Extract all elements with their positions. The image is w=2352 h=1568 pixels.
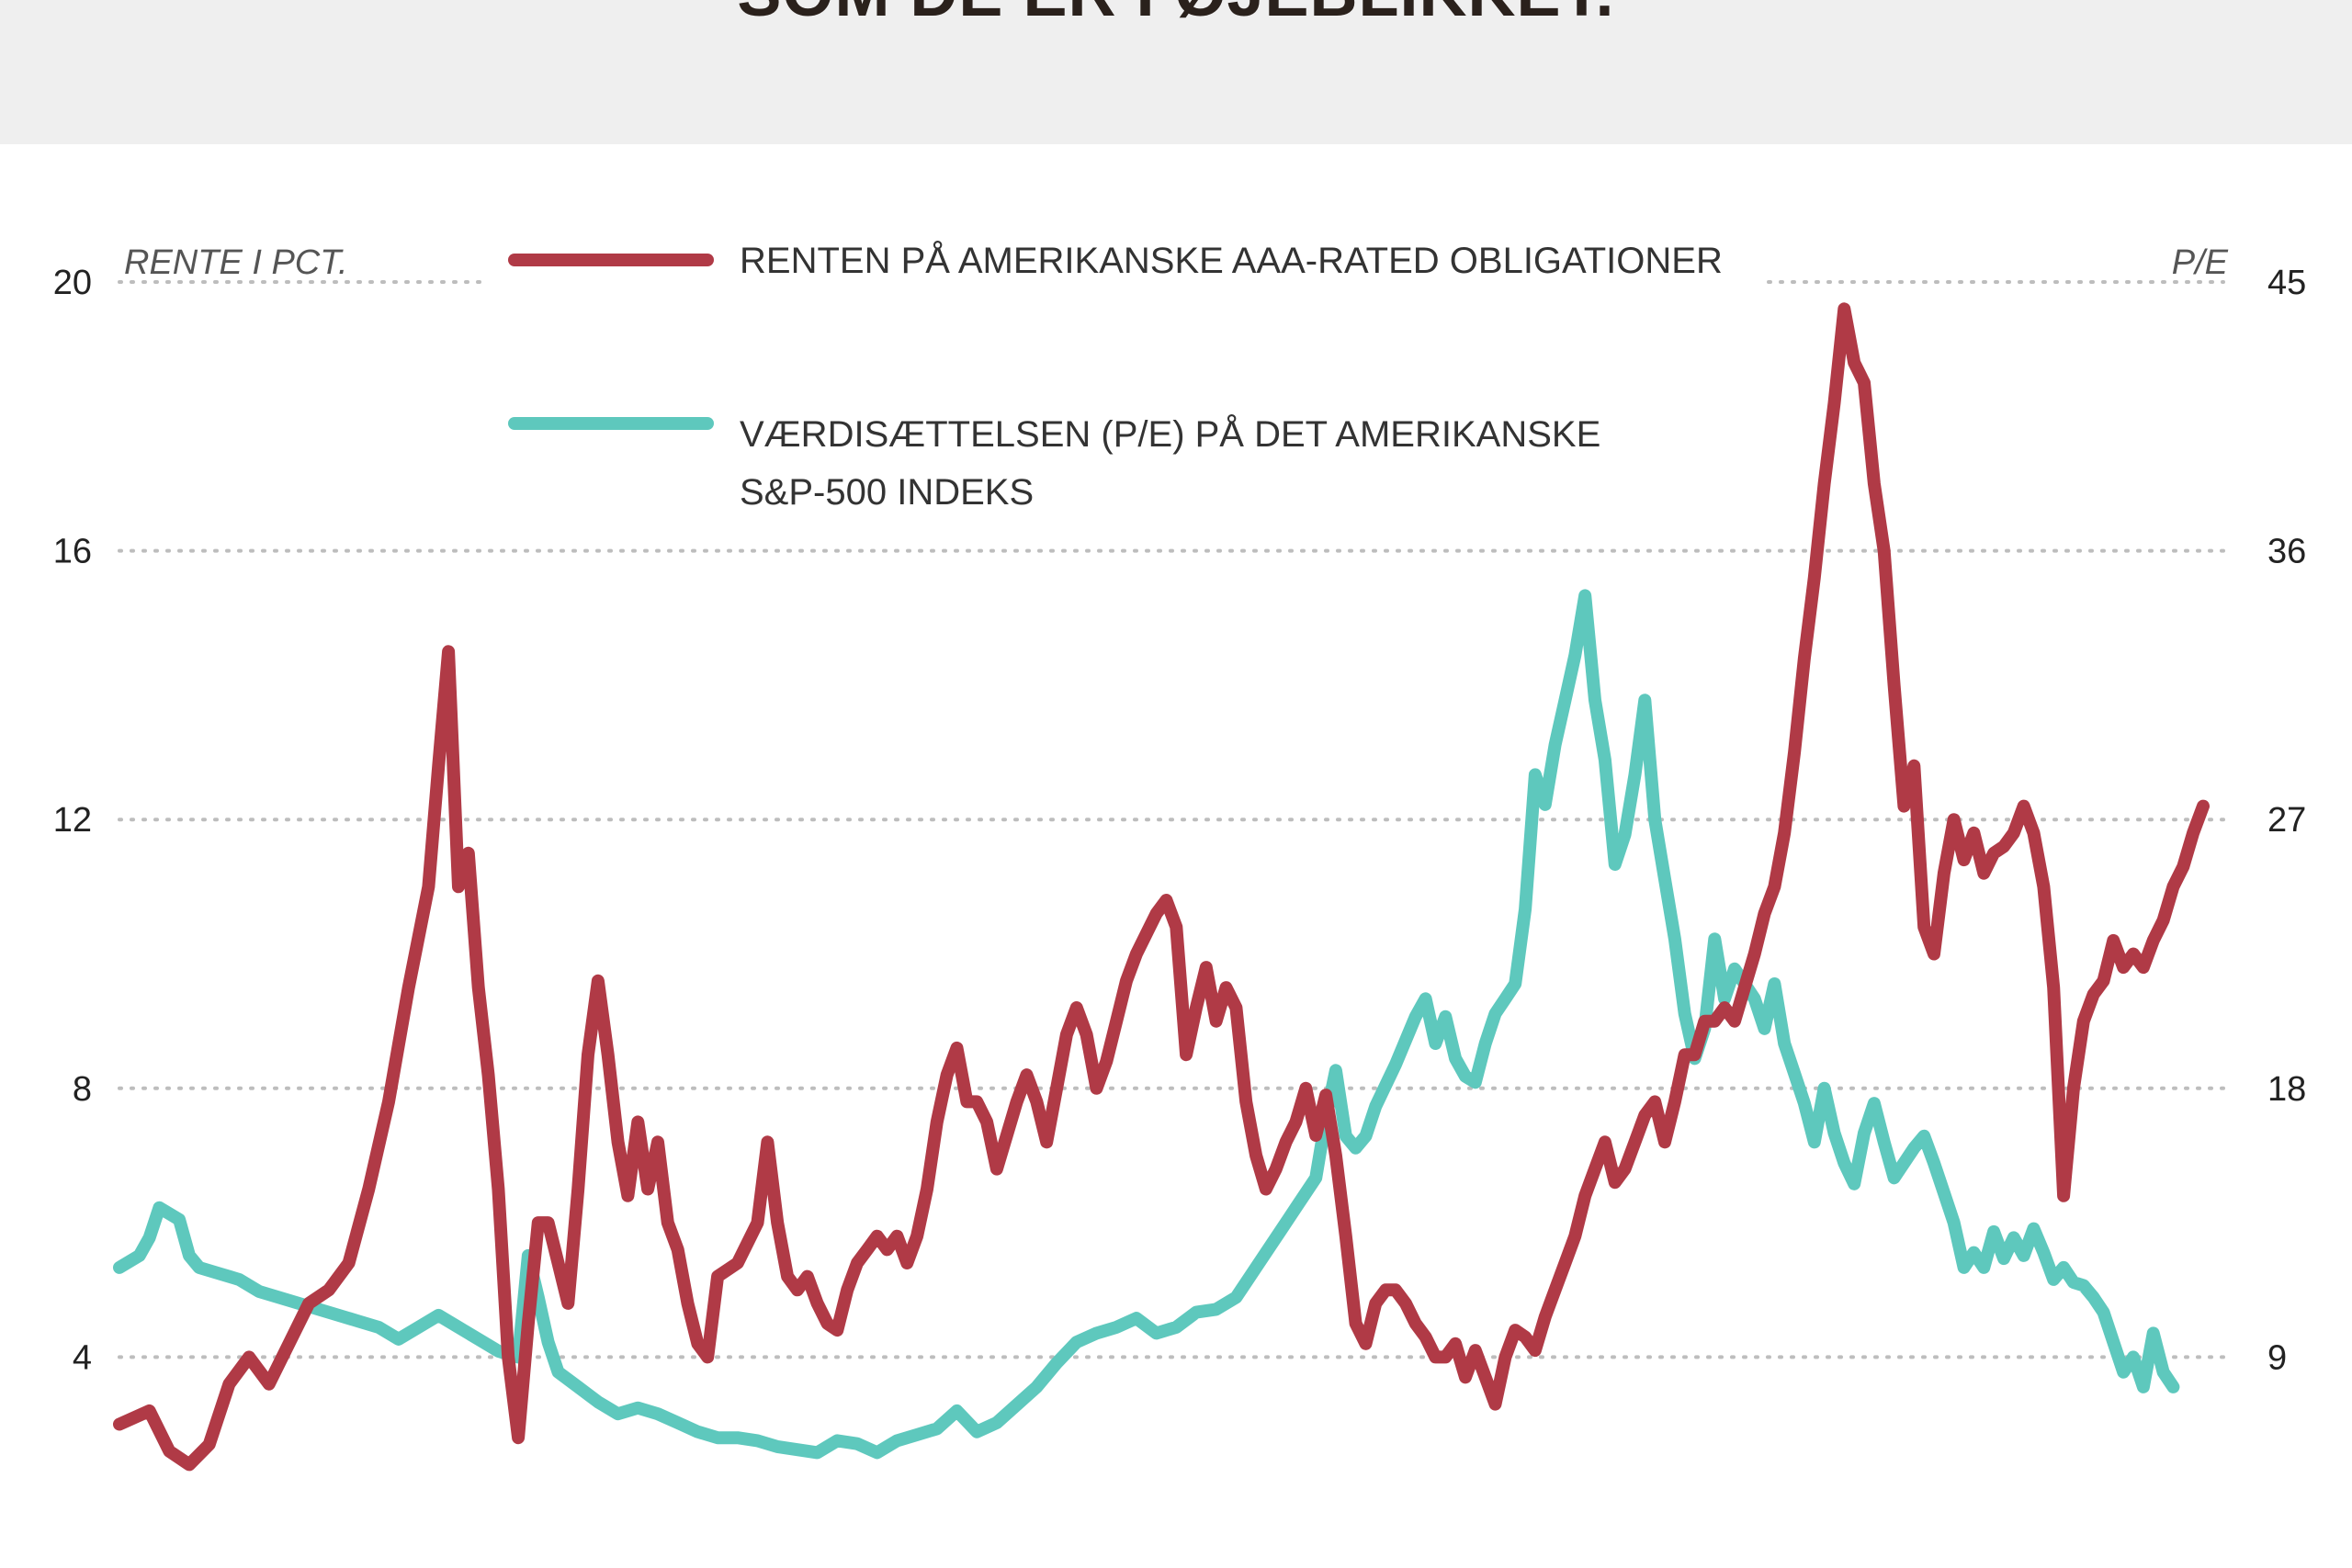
right-tick-label: 27 — [2267, 801, 2306, 840]
right-tick-label: 36 — [2267, 533, 2306, 571]
right-axis-title: P/E — [2172, 243, 2229, 282]
left-axis-title: RENTE I PCT. — [124, 243, 348, 282]
axis-ticks: 4 8 12 16 20 9 18 27 36 45 — [53, 264, 2307, 1377]
left-tick-label: 12 — [53, 801, 92, 840]
legend-label-pe: VÆRDISÆTTELSEN (P/E) PÅ DET AMERIKANSKE … — [740, 413, 1611, 513]
page-title: SOM DE ER I ØJEBLIKKET. — [0, 0, 2352, 31]
left-tick-label: 16 — [53, 533, 92, 571]
right-tick-label: 18 — [2267, 1070, 2306, 1109]
right-tick-label: 9 — [2267, 1338, 2287, 1377]
series-line-pe — [113, 589, 2180, 1460]
series-line-rate — [113, 302, 2210, 1472]
left-tick-label: 20 — [53, 264, 92, 302]
left-tick-label: 4 — [73, 1338, 92, 1377]
series-lines — [113, 302, 2210, 1472]
gridlines — [118, 280, 2225, 1359]
legend-label-rate: RENTEN PÅ AMERIKANSKE AAA-RATED OBLIGATI… — [740, 240, 1723, 281]
legend: RENTEN PÅ AMERIKANSKE AAA-RATED OBLIGATI… — [508, 240, 1723, 513]
header-banner: SOM DE ER I ØJEBLIKKET. — [0, 0, 2352, 144]
left-tick-label: 8 — [73, 1070, 92, 1109]
rate-pe-chart: 4 8 12 16 20 9 18 27 36 45 RENTE I PCT. P/E RENTE… — [53, 240, 2307, 1472]
right-tick-label: 45 — [2267, 264, 2306, 302]
